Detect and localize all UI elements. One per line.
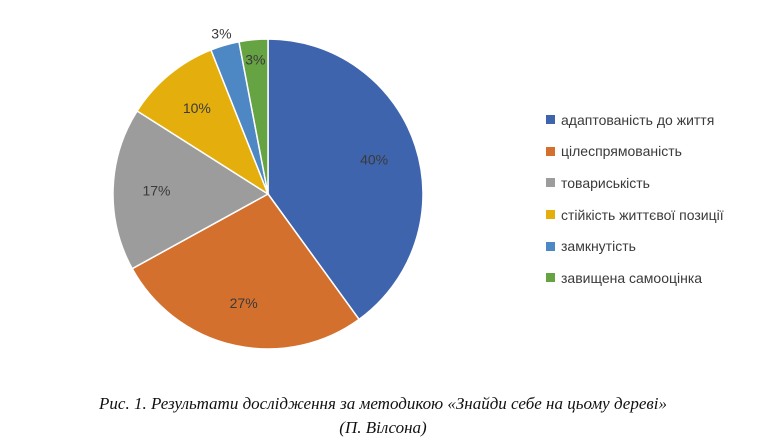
legend-item-2: цілеспрямованість	[546, 136, 724, 168]
legend-label-2: цілеспрямованість	[561, 143, 682, 160]
legend-label-6: завищена самооцінка	[561, 269, 703, 286]
legend-item-5: замкнутість	[546, 230, 724, 262]
pie-slice-1	[267, 38, 424, 321]
legend-label-1: адаптованість до життя	[561, 111, 715, 128]
data-label-5: 3%	[211, 26, 231, 42]
legend-item-4: стійкість життєвої позиції	[546, 199, 724, 231]
legend-item-6: завищена самооцінка	[546, 262, 724, 294]
figure-caption: Рис. 1. Результати дослідження за методи…	[0, 392, 766, 440]
pie-chart: 40% 27% 17% 10% 3% 3% адаптованість до життя ц…	[112, 26, 724, 350]
pie-slice-2	[131, 193, 361, 350]
pie-slice-3	[112, 109, 270, 270]
legend-label-5: замкнутість	[561, 238, 636, 255]
legend-label-4: стійкість життєвої позиції	[561, 206, 724, 223]
data-label-2: 27%	[230, 295, 258, 311]
pie-chart-canvas: 40% 27% 17% 10% 3% 3%	[112, 26, 424, 350]
pie-slice-4	[136, 48, 270, 196]
data-label-6: 3%	[245, 52, 265, 68]
data-label-4: 10%	[183, 100, 211, 116]
legend-label-3: товариськість	[561, 174, 650, 191]
legend-swatch-6	[546, 273, 555, 283]
legend-swatch-5	[546, 241, 555, 251]
caption-line-2: (П. Вілсона)	[339, 418, 427, 437]
chart-legend: адаптованість до життя цілеспрямованість т…	[546, 104, 724, 294]
caption-line-1: Рис. 1. Результати дослідження за методи…	[99, 394, 667, 413]
legend-swatch-3	[546, 178, 555, 188]
pie-slice-6	[238, 38, 269, 195]
data-label-1: 40%	[360, 152, 388, 168]
data-label-3: 17%	[142, 182, 170, 198]
legend-swatch-4	[546, 210, 555, 220]
legend-item-3: товариськість	[546, 167, 724, 199]
legend-swatch-2	[546, 146, 555, 156]
legend-swatch-1	[546, 115, 555, 125]
legend-item-1: адаптованість до життя	[546, 104, 724, 136]
